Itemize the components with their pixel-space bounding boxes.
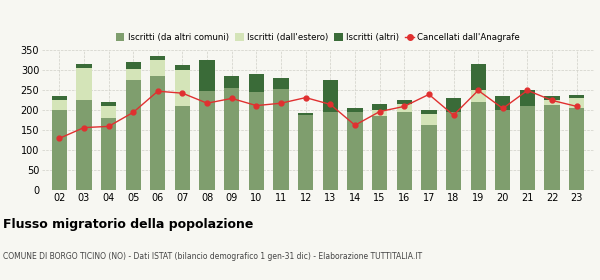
Bar: [175, 106, 190, 190]
Bar: [76, 101, 92, 190]
Bar: [397, 112, 412, 190]
Bar: [52, 96, 67, 101]
Bar: [249, 74, 264, 92]
Bar: [298, 115, 313, 190]
Bar: [347, 112, 362, 190]
Bar: [372, 110, 387, 116]
Bar: [495, 96, 511, 110]
Bar: [323, 80, 338, 112]
Bar: [397, 104, 412, 112]
Bar: [520, 90, 535, 106]
Bar: [372, 104, 387, 110]
Bar: [76, 64, 92, 68]
Bar: [224, 76, 239, 88]
Bar: [347, 108, 362, 112]
Bar: [52, 101, 67, 110]
Bar: [495, 110, 511, 190]
Bar: [150, 60, 166, 76]
Bar: [421, 114, 437, 125]
Bar: [544, 96, 560, 101]
Bar: [101, 118, 116, 190]
Bar: [372, 116, 387, 190]
Bar: [544, 101, 560, 105]
Bar: [274, 89, 289, 190]
Bar: [76, 68, 92, 101]
Bar: [101, 106, 116, 118]
Bar: [274, 78, 289, 89]
Bar: [175, 70, 190, 106]
Bar: [569, 95, 584, 98]
Text: COMUNE DI BORGO TICINO (NO) - Dati ISTAT (bilancio demografico 1 gen-31 dic) - E: COMUNE DI BORGO TICINO (NO) - Dati ISTAT…: [3, 252, 422, 261]
Bar: [125, 69, 141, 80]
Bar: [446, 98, 461, 112]
Bar: [52, 110, 67, 190]
Bar: [199, 91, 215, 190]
Bar: [323, 112, 338, 190]
Bar: [125, 62, 141, 69]
Legend: Iscritti (da altri comuni), Iscritti (dall'estero), Iscritti (altri), Cancellati: Iscritti (da altri comuni), Iscritti (da…: [112, 29, 524, 45]
Bar: [199, 60, 215, 91]
Bar: [470, 102, 486, 190]
Bar: [544, 105, 560, 190]
Bar: [421, 110, 437, 114]
Bar: [470, 64, 486, 90]
Bar: [446, 112, 461, 190]
Bar: [150, 56, 166, 60]
Bar: [569, 98, 584, 108]
Bar: [125, 80, 141, 190]
Bar: [397, 101, 412, 104]
Text: Flusso migratorio della popolazione: Flusso migratorio della popolazione: [3, 218, 253, 231]
Bar: [101, 102, 116, 106]
Bar: [224, 88, 239, 190]
Bar: [569, 108, 584, 190]
Bar: [520, 106, 535, 190]
Bar: [249, 92, 264, 190]
Bar: [298, 113, 313, 115]
Bar: [470, 90, 486, 102]
Bar: [421, 125, 437, 190]
Bar: [150, 76, 166, 190]
Bar: [175, 65, 190, 70]
